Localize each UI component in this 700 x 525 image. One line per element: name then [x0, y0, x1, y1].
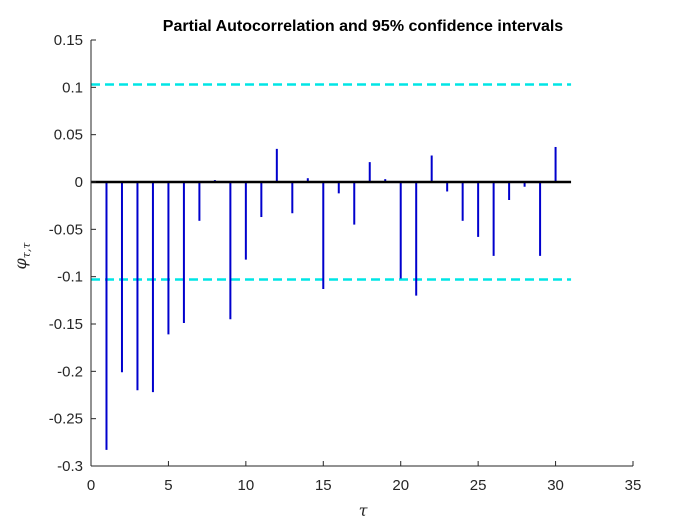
y-tick-label: 0: [75, 174, 83, 191]
y-tick-label: -0.3: [57, 458, 83, 475]
y-axis-label-group: φτ,τ: [11, 242, 33, 270]
chart-title: Partial Autocorrelation and 95% confiden…: [163, 18, 564, 35]
axes: [90, 40, 633, 467]
x-axis-ticks: 0 5 10 15 20 25 30 35: [87, 461, 642, 494]
y-tick-label: 0.05: [54, 127, 83, 144]
y-axis-ticks: 0.15 0.1 0.05 0 -0.05 -0.1 -0.15 -0.2 -0.25 -0.3: [49, 32, 96, 475]
pacf-bars: [105, 146, 557, 450]
x-tick-label: 0: [87, 477, 95, 494]
x-tick-label: 20: [392, 477, 409, 494]
y-tick-label: -0.05: [49, 221, 83, 238]
x-axis-label: τ: [359, 501, 369, 520]
x-tick-label: 10: [238, 477, 255, 494]
x-tick-label: 30: [547, 477, 564, 494]
y-tick-label: -0.1: [57, 269, 83, 286]
y-tick-label: -0.2: [57, 363, 83, 380]
y-tick-label: 0.15: [54, 32, 83, 49]
x-tick-label: 35: [625, 477, 642, 494]
confidence-bounds: [91, 83, 572, 281]
y-axis-label: φτ,τ: [11, 242, 33, 270]
y-tick-label: -0.15: [49, 316, 83, 333]
x-tick-label: 15: [315, 477, 332, 494]
x-tick-label: 25: [470, 477, 487, 494]
y-tick-label: 0.1: [62, 79, 83, 96]
x-tick-label: 5: [164, 477, 172, 494]
y-tick-label: -0.25: [49, 411, 83, 428]
